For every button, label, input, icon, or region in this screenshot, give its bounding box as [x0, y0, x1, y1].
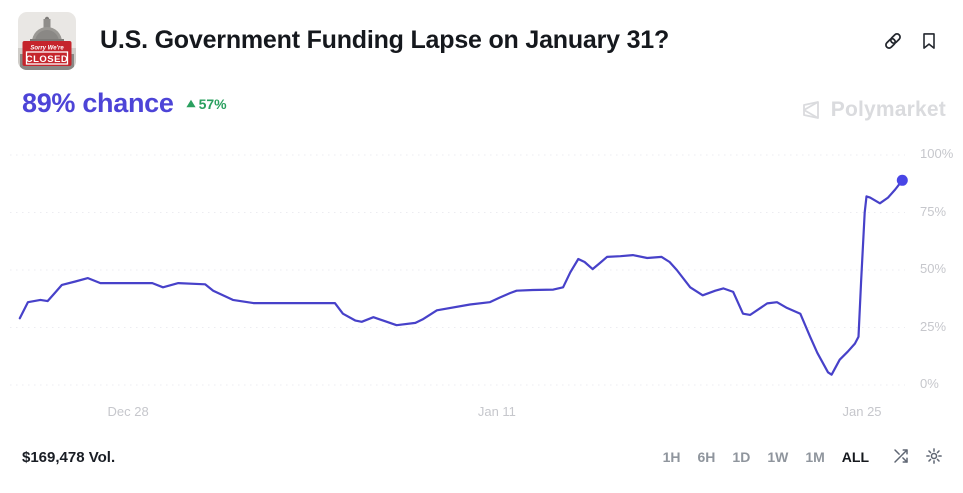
polymarket-logo-icon [802, 101, 819, 119]
probability-chart[interactable] [0, 143, 963, 398]
compare-button[interactable] [892, 447, 910, 468]
bookmark-button[interactable] [919, 30, 939, 55]
capitol-closed-image: Sorry We're CLOSED [18, 12, 76, 70]
timeframe-1d[interactable]: 1D [732, 449, 751, 465]
y-axis-tick: 25% [920, 318, 947, 334]
x-axis-tick: Jan 25 [842, 404, 882, 419]
y-axis-tick: 100% [920, 146, 954, 161]
compare-arrows-icon [892, 447, 910, 468]
sign-closed-text: CLOSED [26, 54, 69, 65]
x-axis-tick: Dec 28 [107, 404, 149, 419]
x-axis-tick: Jan 11 [477, 404, 516, 419]
chance-delta: 57% [185, 95, 227, 112]
watermark-text: Polymarket [830, 98, 946, 121]
watermark: Polymarket [799, 98, 946, 122]
chart-controls: 1H 6H 1D 1W 1M ALL [663, 447, 943, 468]
copy-link-button[interactable] [882, 30, 904, 55]
timeframe-6h[interactable]: 6H [697, 449, 716, 465]
bookmark-icon [919, 30, 939, 55]
chart-footer: $169,478 Vol. 1H 6H 1D 1W 1M ALL [22, 442, 943, 472]
up-triangle-icon [185, 99, 196, 108]
y-axis-tick: 75% [920, 203, 947, 219]
chance-value: 89% chance [22, 88, 174, 118]
sign-top-text: Sorry We're [30, 46, 64, 52]
chance-delta-value: 57% [198, 95, 227, 112]
header-actions [882, 30, 939, 55]
chance-row: 89% chance 57% [22, 88, 227, 119]
volume-label: $169,478 Vol. [22, 448, 116, 466]
timeframe-all[interactable]: ALL [841, 449, 869, 465]
timeframe-1h[interactable]: 1H [662, 449, 681, 465]
settings-gear-icon [925, 447, 943, 468]
footer-icons [892, 447, 943, 468]
y-axis-tick: 0% [920, 376, 939, 391]
timeframe-1w[interactable]: 1W [767, 449, 789, 465]
y-axis-tick: 50% [920, 261, 947, 276]
last-price-dot [896, 174, 908, 186]
timeframe-1m[interactable]: 1M [805, 449, 825, 465]
settings-button[interactable] [925, 447, 943, 468]
chain-link-icon [882, 30, 904, 55]
x-axis-labels: Dec 28 Jan 11 Jan 25 [0, 404, 963, 422]
page-title: U.S. Government Funding Lapse on January… [100, 26, 670, 54]
market-image: Sorry We're CLOSED [18, 12, 76, 70]
